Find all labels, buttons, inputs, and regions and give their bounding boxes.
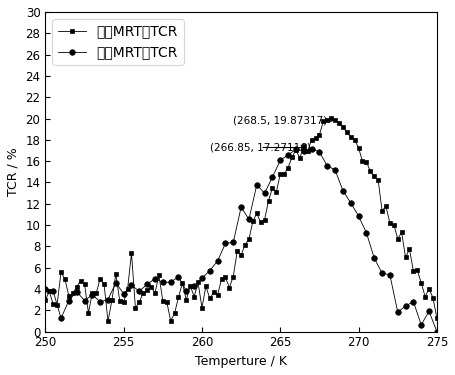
垂直MRT的TCR — [227, 285, 232, 290]
垂直MRT的TCR — [329, 116, 334, 120]
水平MRT的TCR — [434, 329, 440, 334]
Y-axis label: TCR / %: TCR / % — [7, 147, 20, 196]
水平MRT的TCR — [43, 286, 48, 291]
水平MRT的TCR — [301, 149, 307, 153]
Text: (266.85, 17.27116): (266.85, 17.27116) — [210, 142, 311, 153]
垂直MRT的TCR — [70, 291, 76, 296]
水平MRT的TCR — [332, 168, 338, 172]
水平MRT的TCR — [168, 280, 173, 284]
X-axis label: Temperture / K: Temperture / K — [195, 355, 287, 368]
垂直MRT的TCR — [282, 172, 287, 176]
Text: (268.5, 19.87317): (268.5, 19.87317) — [233, 116, 334, 126]
水平MRT的TCR — [426, 309, 432, 314]
垂直MRT的TCR — [105, 319, 111, 324]
垂直MRT的TCR — [321, 119, 326, 123]
水平MRT的TCR — [309, 146, 314, 151]
垂直MRT的TCR — [434, 316, 440, 321]
垂直MRT的TCR — [144, 288, 150, 293]
垂直MRT的TCR — [43, 298, 48, 302]
Legend: 垂直MRT的TCR, 水平MRT的TCR: 垂直MRT的TCR, 水平MRT的TCR — [52, 19, 184, 65]
垂直MRT的TCR — [344, 130, 349, 135]
水平MRT的TCR — [160, 280, 166, 285]
水平MRT的TCR — [129, 283, 134, 288]
Line: 水平MRT的TCR: 水平MRT的TCR — [43, 146, 440, 334]
Line: 垂直MRT的TCR: 垂直MRT的TCR — [43, 116, 439, 323]
